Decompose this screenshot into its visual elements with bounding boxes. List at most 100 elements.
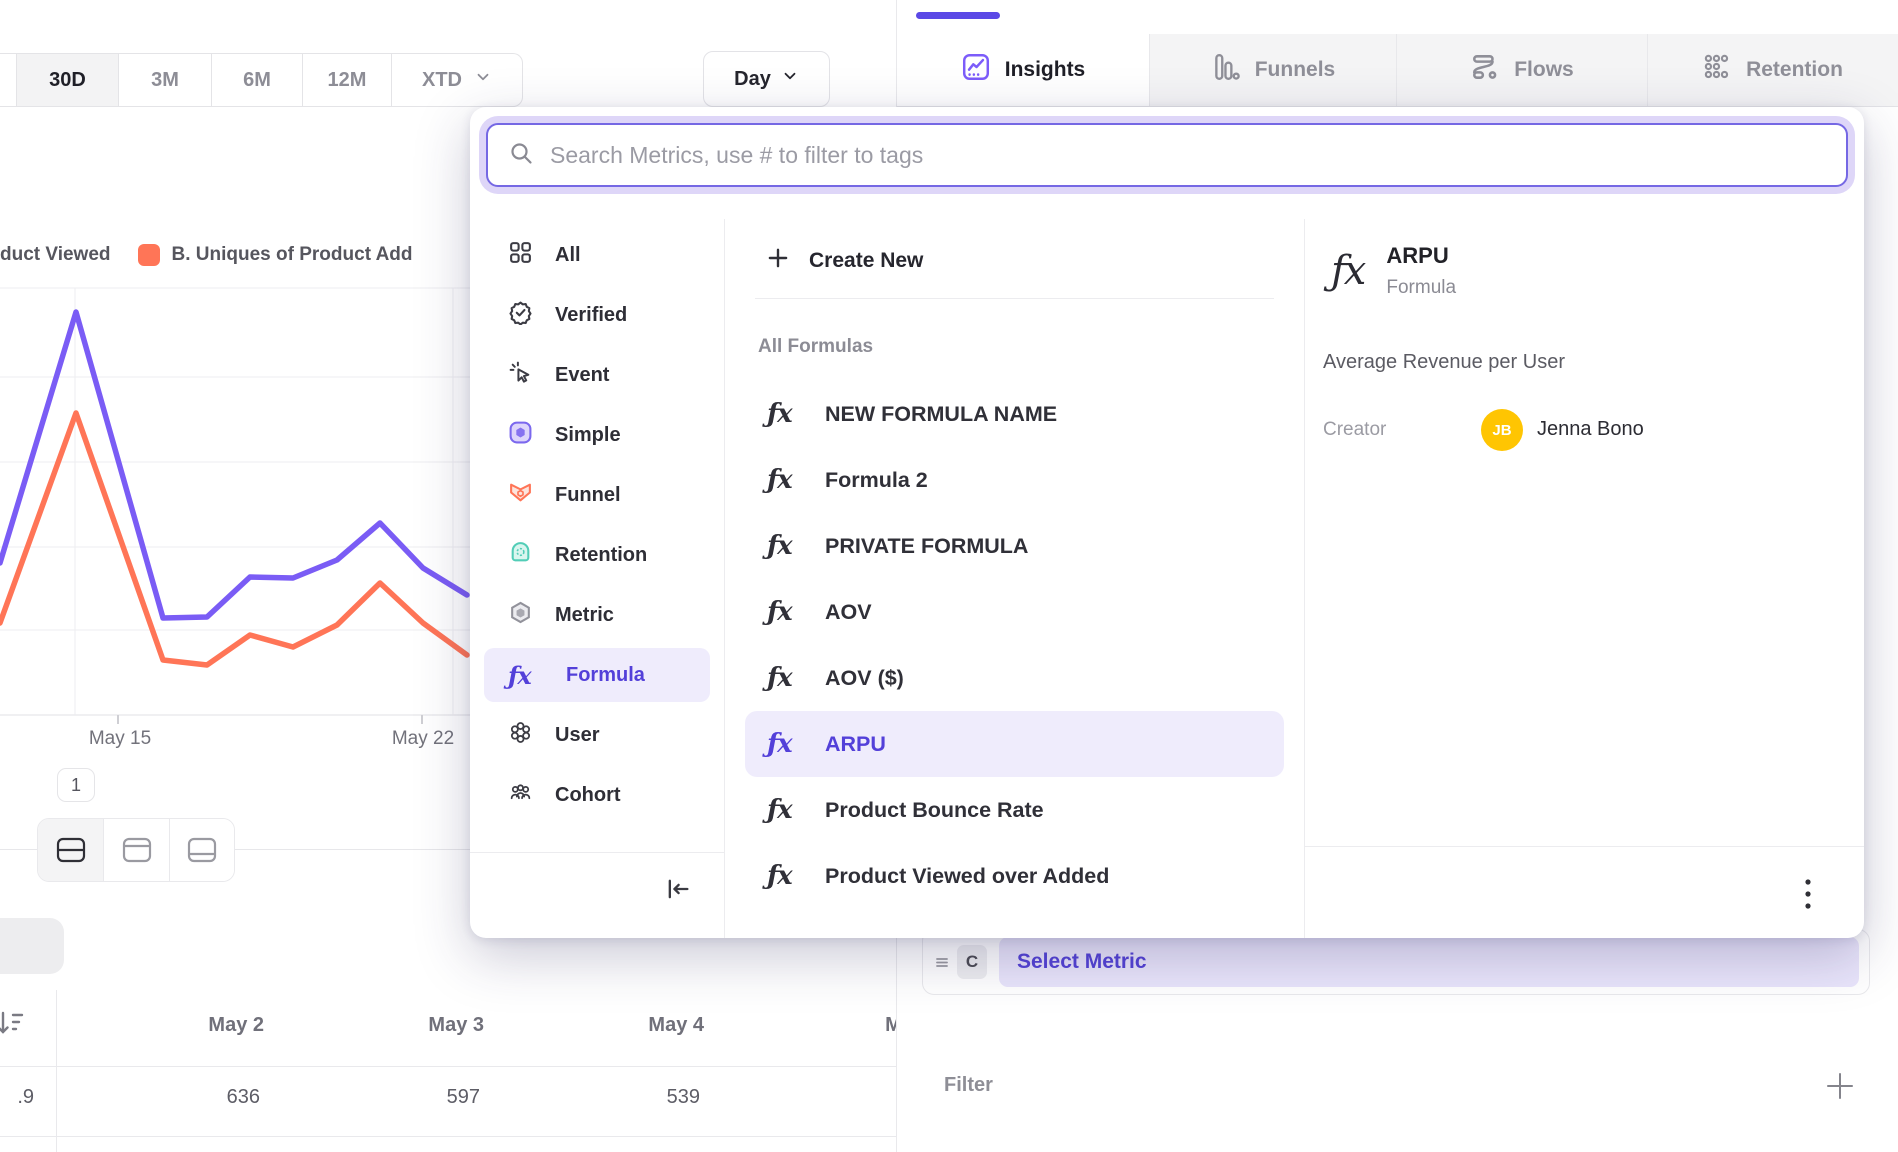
cohort-people-icon: [508, 780, 533, 811]
creator-name: Jenna Bono: [1537, 418, 1644, 440]
formula-item[interactable]: ƒx Product Viewed over Added: [767, 861, 1110, 891]
creator-row: Creator JB Jenna Bono: [1323, 409, 1843, 453]
search-input[interactable]: [550, 141, 1846, 169]
modal-body: All Verified: [470, 219, 1864, 938]
metric-row: C Select Metric: [922, 929, 1870, 995]
table-cell: 539: [666, 1086, 700, 1108]
legend-swatch-b: [137, 244, 160, 266]
category-metric[interactable]: Metric: [470, 585, 724, 645]
category-verified[interactable]: Verified: [470, 285, 724, 345]
range-6m-button[interactable]: 6M: [212, 53, 303, 107]
detail-header: ƒx ARPU Formula: [1331, 243, 1456, 299]
x-axis-label-may22: May 22: [391, 728, 455, 749]
category-retention[interactable]: Retention: [470, 525, 724, 585]
formula-item-arpu-selected[interactable]: ƒx ARPU: [745, 711, 1284, 777]
tab-flows[interactable]: Flows: [1396, 34, 1647, 106]
pagination-page-1[interactable]: 1: [57, 768, 95, 802]
tab-funnels[interactable]: Funnels: [1149, 34, 1396, 106]
category-cohort[interactable]: Cohort: [470, 765, 724, 825]
section-divider: [0, 849, 896, 850]
formula-list-column: Create New All Formulas ƒx NEW FORMULA N…: [725, 219, 1305, 938]
list-divider: [755, 298, 1274, 299]
table-header-may3[interactable]: May 3: [428, 1014, 484, 1036]
legend-series-a[interactable]: duct Viewed: [0, 244, 111, 265]
table-header-may2[interactable]: May 2: [208, 1014, 264, 1036]
drag-handle-icon[interactable]: [933, 953, 951, 971]
retention-shape-icon: [508, 540, 533, 571]
layout-split-rows-button[interactable]: [38, 819, 104, 881]
user-cluster-icon: [508, 720, 533, 751]
tab-retention[interactable]: Retention: [1647, 34, 1897, 106]
add-filter-button[interactable]: [1820, 1066, 1860, 1106]
funnel-shape-icon: [508, 480, 533, 511]
table-header-may4[interactable]: May 4: [648, 1014, 704, 1036]
chevron-down-icon: [474, 68, 492, 92]
report-type-tabbar: Insights Funnels: [897, 34, 1898, 107]
detail-title: ARPU: [1386, 243, 1449, 268]
formula-item[interactable]: ƒx Product Bounce Rate: [767, 795, 1044, 825]
legend-series-b[interactable]: B. Uniques of Product Add: [171, 244, 413, 265]
x-axis-label-may15: May 15: [88, 728, 152, 749]
table-row-divider: [0, 1136, 896, 1137]
detail-type: Formula: [1386, 277, 1457, 298]
granularity-dropdown[interactable]: Day: [703, 51, 830, 107]
flows-icon: [1470, 52, 1500, 88]
collapse-sidebar-button[interactable]: [656, 867, 700, 911]
range-3m-button[interactable]: 3M: [119, 53, 212, 107]
date-range-partial-button[interactable]: [0, 53, 17, 107]
detail-bottom-divider: [1305, 846, 1864, 847]
active-tab-indicator: [916, 12, 1000, 19]
category-formula[interactable]: ƒx Formula: [484, 648, 710, 702]
hexagon-metric-icon: [508, 600, 533, 631]
range-12m-button[interactable]: 12M: [303, 53, 392, 107]
fx-icon: ƒx: [767, 729, 793, 759]
category-all[interactable]: All: [470, 225, 724, 285]
range-xtd-button[interactable]: XTD: [392, 53, 523, 107]
category-sidebar: All Verified: [470, 219, 725, 938]
grid-icon: [508, 240, 533, 271]
fx-icon: ƒx: [767, 399, 793, 429]
creator-label: Creator: [1323, 419, 1387, 440]
table-cell-partial: .9: [17, 1086, 34, 1108]
simple-metric-icon: [508, 420, 533, 451]
filter-section-label: Filter: [944, 1074, 993, 1096]
layout-top-bar-button[interactable]: [103, 819, 169, 881]
formula-fx-icon: ƒx: [508, 660, 532, 690]
formula-item[interactable]: ƒx PRIVATE FORMULA: [767, 531, 1029, 561]
category-user[interactable]: User: [470, 705, 724, 765]
formula-item[interactable]: ƒx Formula 2: [767, 465, 928, 495]
category-funnel[interactable]: Funnel: [470, 465, 724, 525]
create-new-button[interactable]: Create New: [765, 245, 923, 276]
sort-descending-icon[interactable]: [0, 1006, 28, 1045]
fx-icon: ƒx: [767, 465, 793, 495]
cursor-click-icon: [508, 360, 533, 391]
series-tag-partial: [0, 918, 64, 974]
fx-icon: ƒx: [767, 663, 793, 693]
formula-list: ƒx NEW FORMULA NAME ƒx Formula 2 ƒx PRIV…: [725, 381, 1304, 909]
table-column-divider: [56, 990, 57, 1152]
fx-icon: ƒx: [767, 597, 793, 627]
formula-item[interactable]: ƒx AOV: [767, 597, 872, 627]
chart-legend: duct Viewed B. Uniques of Product Add: [0, 241, 413, 269]
chevron-down-icon: [781, 67, 799, 91]
formula-item[interactable]: ƒx AOV ($): [767, 663, 904, 693]
select-metric-button[interactable]: Select Metric: [999, 937, 1859, 987]
more-options-button[interactable]: [1790, 874, 1826, 914]
detail-description: Average Revenue per User: [1323, 351, 1565, 373]
fx-icon: ƒx: [767, 531, 793, 561]
category-simple[interactable]: Simple: [470, 405, 724, 465]
tab-insights[interactable]: Insights: [897, 34, 1149, 106]
category-event[interactable]: Event: [470, 345, 724, 405]
search-icon: [508, 140, 534, 171]
line-chart: [0, 287, 896, 724]
formula-item[interactable]: ƒx NEW FORMULA NAME: [767, 399, 1058, 429]
plus-icon: [765, 245, 791, 276]
insights-icon: [961, 52, 991, 88]
search-field[interactable]: [486, 123, 1848, 187]
table-row-divider: [0, 1066, 896, 1067]
results-table: May 2 May 3 May 4 May .9 636 597 539 59: [0, 990, 924, 1152]
funnels-icon: [1211, 52, 1241, 88]
metric-letter-badge: C: [957, 945, 987, 979]
range-30d-button[interactable]: 30D: [17, 53, 119, 107]
layout-bottom-bar-button[interactable]: [168, 819, 234, 881]
